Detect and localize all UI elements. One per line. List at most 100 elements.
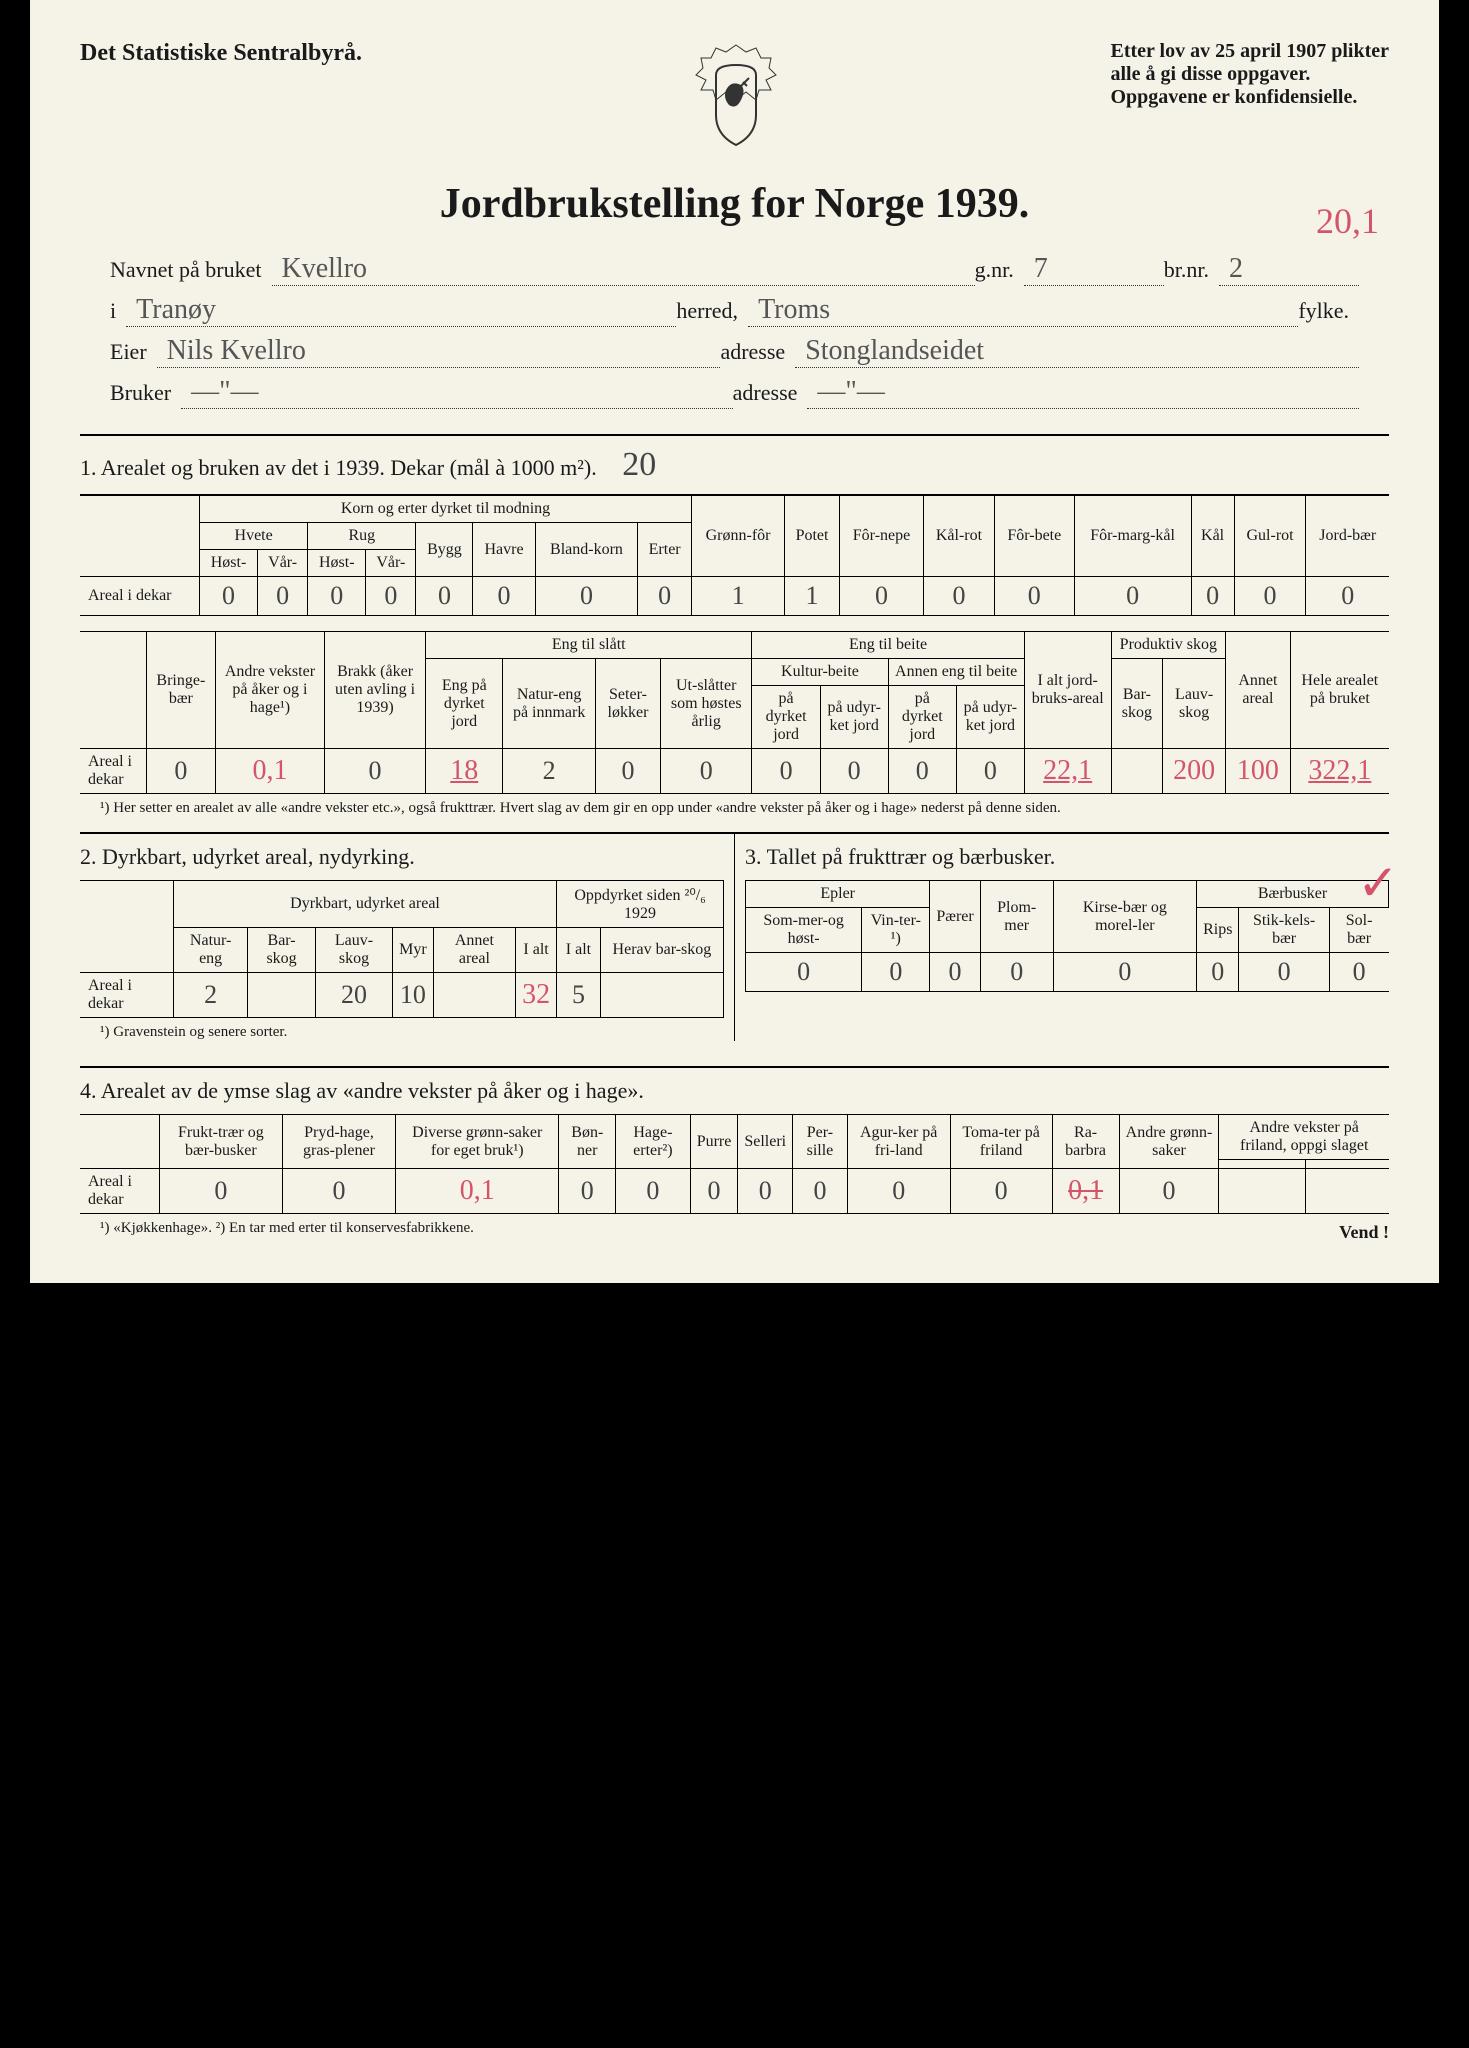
th4-agurker: Agur-ker på fri-land — [847, 1115, 950, 1169]
cell-1a-7: 0 — [638, 577, 692, 616]
brnr-value: 2 — [1219, 253, 1359, 286]
legal-notice: Etter lov av 25 april 1907 plikter alle … — [1110, 40, 1389, 109]
th4-rabarbra: Ra-barbra — [1052, 1115, 1119, 1169]
cell-2-5: 32 — [516, 973, 557, 1018]
table-1b-data-row: Areal i dekar 0 0,1 0 18 2 0 0 0 0 0 0 2… — [80, 749, 1389, 794]
th4-frukttraer: Frukt-trær og bær-busker — [159, 1115, 282, 1169]
address1-label: adresse — [720, 339, 785, 365]
cell-1b-10: 0 — [957, 749, 1025, 794]
th-rug: Rug — [308, 523, 416, 550]
table-2-data-row: Areal i dekar 2 20 10 32 5 — [80, 973, 724, 1018]
cell-1b-8: 0 — [820, 749, 888, 794]
cell-4-6: 0 — [738, 1169, 793, 1214]
cell-3-1: 0 — [862, 953, 930, 992]
th-barskog: Bar-skog — [1111, 659, 1163, 749]
cell-4-3: 0 — [559, 1169, 616, 1214]
address1-value: Stonglandseidet — [795, 335, 1359, 368]
cell-1a-4: 0 — [416, 577, 473, 616]
th-kb-dyrket: på dyrket jord — [752, 686, 820, 749]
cell-2-2: 20 — [315, 973, 392, 1018]
th-erter: Erter — [638, 523, 692, 577]
cell-3-6: 0 — [1239, 953, 1329, 992]
owner-value: Nils Kvellro — [157, 335, 721, 368]
i-label: i — [110, 298, 116, 324]
cell-1a-10: 0 — [839, 577, 923, 616]
table-4: Frukt-trær og bær-busker Pryd-hage, gras… — [80, 1114, 1389, 1214]
section2-heading: 2. Dyrkbart, udyrket areal, nydyrking. — [80, 834, 724, 880]
cell-2-3: 10 — [393, 973, 434, 1018]
cell-1a-12: 0 — [994, 577, 1074, 616]
th3-rips: Rips — [1197, 908, 1239, 953]
cell-1a-0: 0 — [200, 577, 258, 616]
cell-4-4: 0 — [616, 1169, 691, 1214]
th-kb-udyrket: på udyr-ket jord — [820, 686, 888, 749]
cell-1a-13: 0 — [1074, 577, 1191, 616]
th-rug-host: Høst- — [308, 550, 366, 577]
th-ae-dyrket: på dyrket jord — [888, 686, 956, 749]
coat-of-arms-icon — [691, 40, 781, 150]
th3-stikkels: Stik-kels-bær — [1239, 908, 1329, 953]
cell-1b-9: 0 — [888, 749, 956, 794]
red-checkmark-icon: ✓ — [1357, 854, 1399, 912]
th-fornepe: Fôr-nepe — [839, 495, 923, 577]
cell-1a-8: 1 — [692, 577, 785, 616]
cell-1b-2: 0 — [325, 749, 426, 794]
th4-tomater: Toma-ter på friland — [950, 1115, 1052, 1169]
legal-line-1: Etter lov av 25 april 1907 plikter — [1110, 40, 1389, 63]
th2-myr: Myr — [393, 928, 434, 973]
table-3: Epler Pærer Plom-mer Kirse-bær og morel-… — [745, 880, 1389, 992]
user-label: Bruker — [110, 380, 171, 406]
th-utslatter: Ut-slåtter som høstes årlig — [661, 659, 752, 749]
th-gulrot: Gul-rot — [1234, 495, 1306, 577]
th-anneneng: Annen eng til beite — [888, 659, 1024, 686]
cell-1b-0: 0 — [146, 749, 215, 794]
cell-1a-11: 0 — [924, 577, 995, 616]
table-1a-data-row: Areal i dekar 0 0 0 0 0 0 0 0 1 1 0 0 0 … — [80, 577, 1389, 616]
cell-1a-1: 0 — [258, 577, 308, 616]
cell-4-8: 0 — [847, 1169, 950, 1214]
th2-annet: Annet areal — [433, 928, 515, 973]
th-gronnfor: Grønn-fôr — [692, 495, 785, 577]
th-hvete-var: Vår- — [258, 550, 308, 577]
cell-1b-3: 18 — [426, 749, 503, 794]
th-kulturbeite: Kultur-beite — [752, 659, 888, 686]
cell-2-7 — [600, 973, 723, 1018]
th2-ialt: I alt — [516, 928, 557, 973]
address2-value: —"— — [807, 376, 1359, 409]
th4-hageerter: Hage-erter²) — [616, 1115, 691, 1169]
th-natureng: Natur-eng på innmark — [503, 659, 595, 749]
document-title: Jordbrukstelling for Norge 1939. — [80, 180, 1389, 228]
municipality-value: Tranøy — [126, 294, 676, 327]
fylke-label: fylke. — [1298, 298, 1349, 324]
agency-name: Det Statistiske Sentralbyrå. — [80, 40, 362, 67]
th3-kirsebaer: Kirse-bær og morel-ler — [1053, 881, 1196, 953]
dekar-total: 20 — [622, 446, 656, 483]
cell-1b-12 — [1111, 749, 1163, 794]
th-engdyrket: Eng på dyrket jord — [426, 659, 503, 749]
row-label-1a: Areal i dekar — [80, 577, 200, 616]
th2-herav-bar: Herav bar-skog — [600, 928, 723, 973]
owner-label: Eier — [110, 339, 147, 365]
cell-3-5: 0 — [1197, 953, 1239, 992]
th4-persille: Per-sille — [793, 1115, 848, 1169]
gnr-label: g.nr. — [975, 257, 1014, 283]
farm-name-label: Navnet på bruket — [110, 257, 262, 283]
cell-1a-5: 0 — [473, 577, 535, 616]
row-label-1b: Areal i dekar — [80, 749, 146, 794]
th-engslatt: Eng til slått — [426, 632, 752, 659]
cell-4-10: 0,1 — [1052, 1169, 1119, 1214]
th4-andregronn: Andre grønn-saker — [1119, 1115, 1219, 1169]
footnote-4: ¹) «Kjøkkenhage». ²) En tar med erter ti… — [100, 1220, 474, 1243]
th3-vinter: Vin-ter-¹) — [862, 908, 930, 953]
table-4-data-row: Areal i dekar 0 0 0,1 0 0 0 0 0 0 0 0,1 … — [80, 1169, 1389, 1214]
th-rug-var: Vår- — [366, 550, 416, 577]
th2-natureng: Natur-eng — [173, 928, 247, 973]
cell-4-0: 0 — [159, 1169, 282, 1214]
legal-line-2: alle å gi disse oppgaver. — [1110, 63, 1389, 86]
th3-paerer: Pærer — [930, 881, 980, 953]
address2-label: adresse — [733, 380, 798, 406]
cell-3-2: 0 — [930, 953, 980, 992]
brnr-label: br.nr. — [1164, 257, 1209, 283]
cell-3-3: 0 — [980, 953, 1053, 992]
table-3-data-row: 0 0 0 0 0 0 0 0 — [746, 953, 1389, 992]
